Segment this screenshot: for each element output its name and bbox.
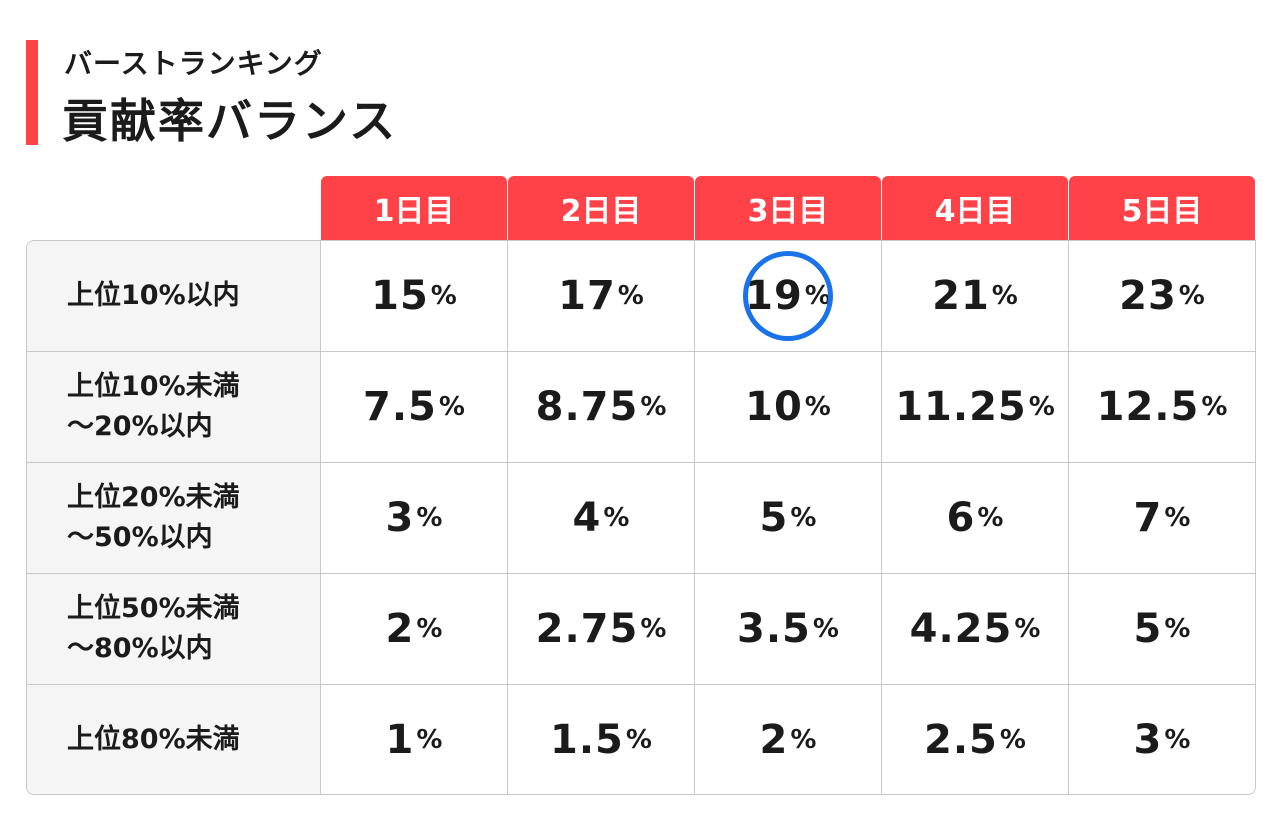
table-cell: 8.75%	[508, 352, 695, 462]
percent-unit: %	[416, 725, 443, 755]
row-label: 上位50%未満 ～80%以内	[27, 574, 321, 684]
row-label: 上位10%未満 ～20%以内	[27, 352, 321, 462]
cell-value: 17	[558, 273, 616, 319]
percent-unit: %	[640, 392, 667, 422]
cell-value: 8.75	[535, 384, 639, 430]
table-cell: 15%	[321, 241, 508, 351]
table-cell: 7.5%	[321, 352, 508, 462]
cell-value: 23	[1119, 273, 1177, 319]
cell-value: 5	[1133, 606, 1163, 652]
table-cell: 2.5%	[882, 685, 1069, 794]
percent-unit: %	[1164, 725, 1191, 755]
table-row: 上位80%未満 1% 1.5% 2% 2.5% 3%	[27, 685, 1255, 794]
percent-unit: %	[790, 725, 817, 755]
percent-unit: %	[1201, 392, 1228, 422]
cell-value: 7.5	[363, 384, 437, 430]
cell-value: 10	[745, 384, 803, 430]
cell-value: 3.5	[737, 606, 811, 652]
percent-unit: %	[416, 503, 443, 533]
table-row: 上位10%未満 ～20%以内 7.5% 8.75% 10% 11.25% 12.…	[27, 352, 1255, 463]
table-cell: 12.5%	[1069, 352, 1255, 462]
highlight-circle	[743, 251, 833, 341]
percent-unit: %	[640, 614, 667, 644]
day-header-3: 3日目	[695, 176, 881, 240]
table-cell: 5%	[1069, 574, 1255, 684]
percent-unit: %	[603, 503, 630, 533]
cell-value: 21	[932, 273, 990, 319]
day-header-5: 5日目	[1069, 176, 1255, 240]
cell-value: 12.5	[1096, 384, 1200, 430]
table-cell: 3.5%	[695, 574, 882, 684]
cell-value: 1	[385, 717, 415, 763]
page-subtitle: バーストランキング	[64, 47, 323, 80]
percent-unit: %	[790, 503, 817, 533]
percent-unit: %	[438, 392, 465, 422]
cell-value: 6	[946, 495, 976, 541]
table-cell: 2%	[321, 574, 508, 684]
row-label: 上位80%未満	[27, 685, 321, 794]
table-cell: 10%	[695, 352, 882, 462]
cell-value: 7	[1133, 495, 1163, 541]
cell-value: 11.25	[895, 384, 1027, 430]
cell-value: 2.75	[535, 606, 639, 652]
day-header-2: 2日目	[508, 176, 694, 240]
table-cell: 6%	[882, 463, 1069, 573]
percent-unit: %	[1164, 503, 1191, 533]
percent-unit: %	[617, 281, 644, 311]
table-cell: 5%	[695, 463, 882, 573]
table-cell: 4%	[508, 463, 695, 573]
table-row: 上位50%未満 ～80%以内 2% 2.75% 3.5% 4.25% 5%	[27, 574, 1255, 685]
table-row: 上位20%未満 ～50%以内 3% 4% 5% 6% 7%	[27, 463, 1255, 574]
cell-value: 15	[371, 273, 429, 319]
day-header-row: 1日目 2日目 3日目 4日目 5日目	[321, 176, 1255, 240]
cell-value: 2.5	[924, 717, 998, 763]
day-header-4: 4日目	[882, 176, 1068, 240]
table-cell: 7%	[1069, 463, 1255, 573]
cell-value: 5	[759, 495, 789, 541]
title-accent-bar	[26, 40, 38, 145]
table-cell: 17%	[508, 241, 695, 351]
cell-value: 2	[385, 606, 415, 652]
table-cell: 2.75%	[508, 574, 695, 684]
table-cell: 23%	[1069, 241, 1255, 351]
percent-unit: %	[991, 281, 1018, 311]
table-row: 上位10%以内 15% 17% 19% 21% 23%	[27, 241, 1255, 352]
table-cell-highlighted: 19%	[695, 241, 882, 351]
cell-value: 3	[385, 495, 415, 541]
table-cell: 3%	[1069, 685, 1255, 794]
day-header-1: 1日目	[321, 176, 507, 240]
row-label: 上位20%未満 ～50%以内	[27, 463, 321, 573]
percent-unit: %	[812, 614, 839, 644]
percent-unit: %	[1028, 392, 1055, 422]
cell-value: 3	[1133, 717, 1163, 763]
page-title: 貢献率バランス	[62, 94, 398, 148]
table-cell: 21%	[882, 241, 1069, 351]
contribution-table: 上位10%以内 15% 17% 19% 21% 23% 上位10%未満 ～20%…	[26, 240, 1256, 795]
table-cell: 3%	[321, 463, 508, 573]
percent-unit: %	[804, 392, 831, 422]
percent-unit: %	[416, 614, 443, 644]
table-cell: 4.25%	[882, 574, 1069, 684]
percent-unit: %	[977, 503, 1004, 533]
percent-unit: %	[1014, 614, 1041, 644]
table-cell: 1%	[321, 685, 508, 794]
table-cell: 2%	[695, 685, 882, 794]
table-cell: 11.25%	[882, 352, 1069, 462]
row-label: 上位10%以内	[27, 241, 321, 351]
cell-value: 4	[572, 495, 602, 541]
table-cell: 1.5%	[508, 685, 695, 794]
percent-unit: %	[1178, 281, 1205, 311]
cell-value: 1.5	[550, 717, 624, 763]
percent-unit: %	[625, 725, 652, 755]
cell-value: 2	[759, 717, 789, 763]
percent-unit: %	[1164, 614, 1191, 644]
percent-unit: %	[430, 281, 457, 311]
percent-unit: %	[999, 725, 1026, 755]
cell-value: 4.25	[909, 606, 1013, 652]
